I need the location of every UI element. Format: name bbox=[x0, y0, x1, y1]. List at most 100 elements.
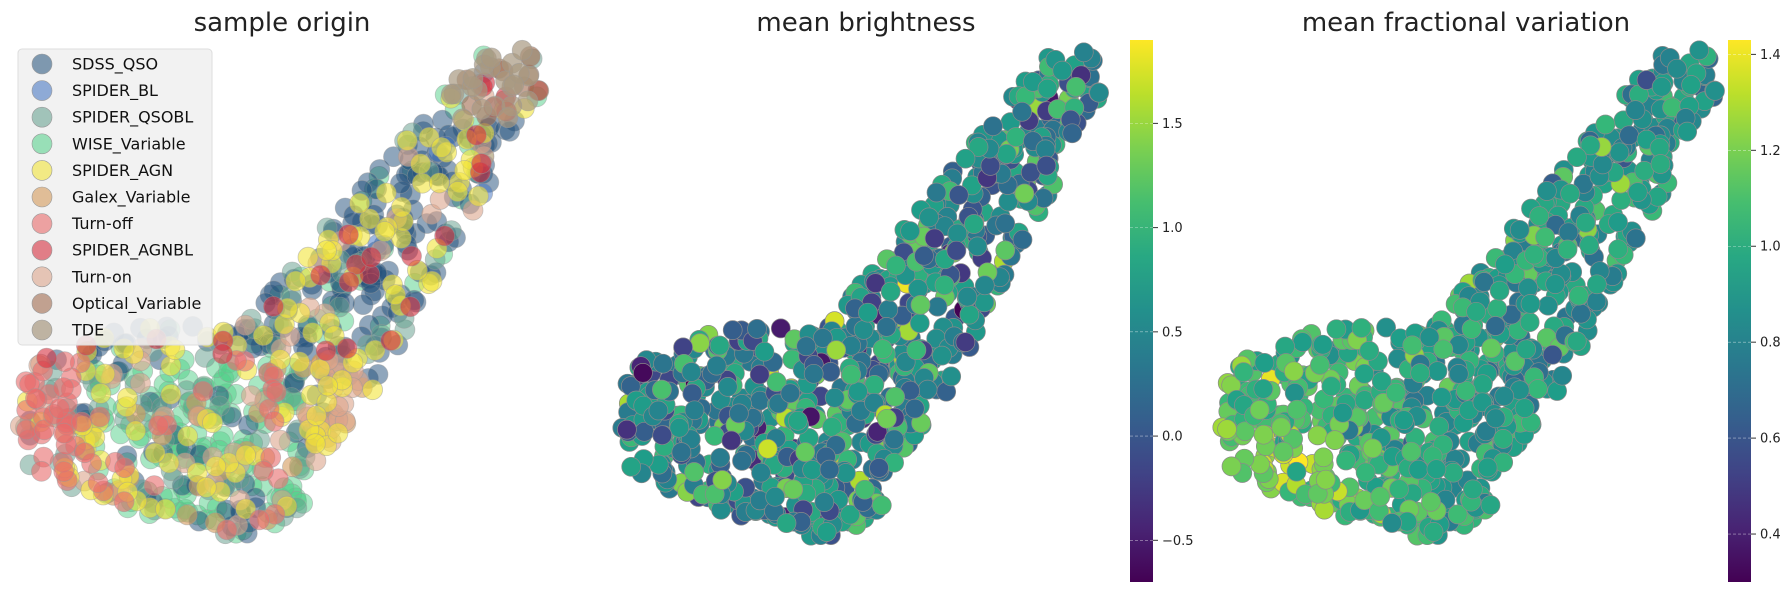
scatter-point bbox=[968, 137, 989, 157]
scatter-point bbox=[927, 296, 948, 317]
scatter-point bbox=[1509, 220, 1530, 240]
scatter-point bbox=[1371, 371, 1392, 392]
panel-mean-brightness: mean brightness −0.5 0.0 0.5 1.0 1.5 bbox=[612, 8, 1194, 582]
scatter-point bbox=[729, 403, 749, 424]
scatter-point bbox=[1326, 319, 1347, 340]
scatter-point bbox=[1619, 125, 1639, 146]
scatter-point bbox=[812, 328, 833, 348]
legend-marker bbox=[31, 106, 53, 128]
scatter-point bbox=[1625, 100, 1646, 120]
scatter-point bbox=[380, 330, 402, 351]
scatter-point bbox=[1520, 294, 1541, 314]
scatter-point bbox=[1566, 331, 1587, 352]
scatter-point bbox=[1089, 82, 1109, 103]
scatter-point bbox=[1273, 441, 1294, 462]
legend-entry: Optical_Variable bbox=[72, 294, 201, 314]
scatter-point bbox=[297, 246, 319, 268]
scatter-point bbox=[125, 420, 147, 442]
scatter-point bbox=[712, 470, 733, 490]
scatter-point bbox=[25, 388, 46, 409]
scatter-point bbox=[327, 422, 349, 444]
scatter-point bbox=[269, 429, 291, 451]
scatter-point bbox=[1386, 382, 1406, 403]
colorbar-gradient bbox=[1728, 40, 1751, 582]
scatter-point bbox=[447, 181, 469, 202]
colorbar-mean-brightness: −0.5 0.0 0.5 1.0 1.5 bbox=[1130, 40, 1194, 582]
scatter-point bbox=[1283, 361, 1304, 382]
scatter-point bbox=[820, 362, 841, 382]
scatter-point bbox=[1568, 285, 1589, 306]
scatter-point bbox=[113, 491, 135, 513]
legend-entry: SPIDER_AGN bbox=[72, 161, 173, 181]
scatter-point bbox=[796, 336, 817, 357]
panel-sample-origin: sample origin SDSS_QSO SPIDER_BL SPIDER_QS… bbox=[9, 8, 550, 545]
scatter-point bbox=[401, 245, 422, 267]
scatter-point bbox=[349, 192, 371, 214]
scatter-point bbox=[503, 74, 525, 96]
scatter-point bbox=[1519, 312, 1540, 333]
scatter-point bbox=[1062, 123, 1083, 144]
scatter-points-sample-origin bbox=[9, 39, 550, 545]
colorbar-tick-label: 1.0 bbox=[1760, 240, 1781, 255]
scatter-point bbox=[1284, 383, 1305, 403]
scatter-point bbox=[1689, 40, 1710, 61]
scatter-point bbox=[94, 363, 116, 385]
scatter-point bbox=[1466, 301, 1486, 322]
scatter-point bbox=[941, 366, 962, 387]
scatter-point bbox=[1573, 174, 1594, 194]
scatter-point bbox=[195, 476, 217, 498]
scatter-point bbox=[192, 380, 214, 402]
scatter-point bbox=[900, 221, 920, 241]
legend-marker bbox=[31, 160, 53, 181]
scatter-point bbox=[31, 460, 52, 482]
scatter-point bbox=[910, 295, 931, 315]
colorbar-tick-label: 0.8 bbox=[1760, 336, 1781, 351]
scatter-point bbox=[49, 398, 70, 419]
scatter-point bbox=[955, 148, 976, 169]
scatter-point bbox=[1402, 335, 1423, 356]
scatter-point bbox=[428, 172, 450, 194]
scatter-point bbox=[90, 382, 112, 404]
scatter-point bbox=[681, 362, 702, 382]
scatter-point bbox=[1336, 450, 1356, 471]
scatter-point bbox=[1362, 438, 1383, 459]
scatter-point bbox=[871, 495, 892, 516]
scatter-point bbox=[497, 107, 519, 129]
scatter-point bbox=[1286, 461, 1307, 482]
scatter-point bbox=[263, 410, 285, 432]
scatter-point bbox=[783, 479, 804, 500]
scatter-point bbox=[757, 438, 778, 459]
scatter-point bbox=[766, 372, 787, 392]
scatter-point bbox=[1529, 206, 1550, 226]
scatter-point bbox=[704, 426, 725, 446]
legend-marker bbox=[31, 319, 53, 341]
scatter-point bbox=[317, 375, 339, 397]
scatter-point bbox=[471, 153, 492, 175]
scatter-point bbox=[776, 513, 797, 533]
scatter-point bbox=[876, 408, 897, 429]
scatter-point bbox=[36, 347, 57, 369]
scatter-point bbox=[747, 319, 767, 339]
scatter-point bbox=[788, 410, 808, 431]
scatter-point bbox=[948, 185, 969, 205]
scatter-point bbox=[947, 223, 968, 244]
scatter-point bbox=[1474, 272, 1494, 292]
scatter-points-mean-brightness bbox=[612, 42, 1109, 546]
scatter-point bbox=[1006, 127, 1026, 147]
scatter-point bbox=[732, 451, 752, 471]
scatter-point bbox=[1463, 479, 1483, 500]
scatter-point bbox=[690, 333, 710, 353]
scatter-point bbox=[1448, 364, 1469, 384]
scatter-point bbox=[235, 444, 257, 466]
scatter-point bbox=[816, 522, 837, 542]
scatter-point bbox=[114, 457, 135, 479]
legend-entry: SPIDER_BL bbox=[72, 81, 158, 101]
scatter-point bbox=[919, 207, 939, 228]
scatter-point bbox=[16, 419, 37, 441]
scatter-point bbox=[1495, 254, 1515, 275]
colorbar-tick-label: 0.4 bbox=[1760, 528, 1781, 543]
scatter-point bbox=[1427, 361, 1448, 381]
legend-entry: SPIDER_AGNBL bbox=[72, 241, 193, 261]
scatter-point bbox=[1558, 222, 1579, 243]
